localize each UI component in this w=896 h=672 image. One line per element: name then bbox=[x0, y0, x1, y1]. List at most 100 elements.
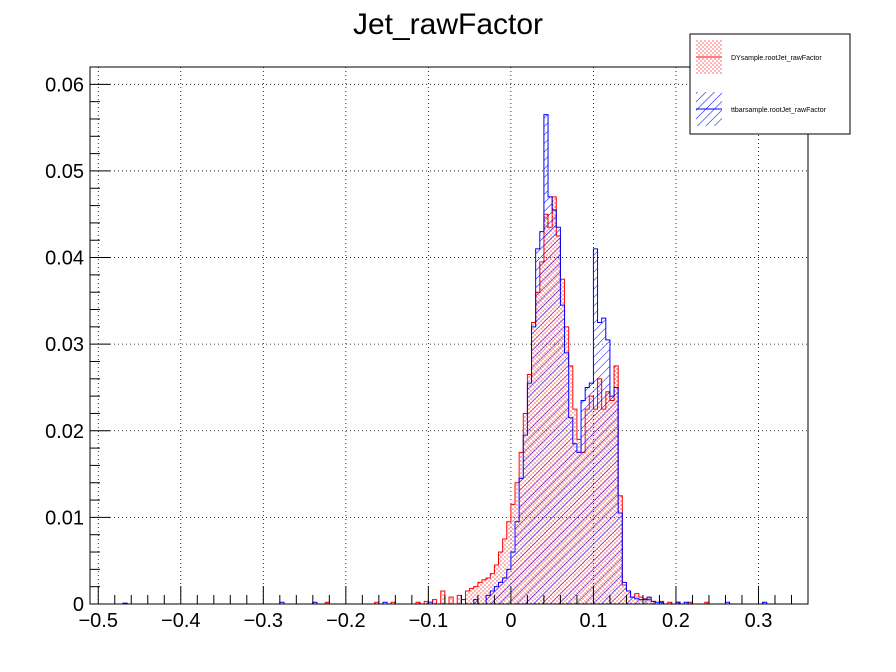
histogram-bin bbox=[494, 565, 499, 604]
grid-lines bbox=[90, 67, 808, 604]
y-tick-label: 0.02 bbox=[45, 421, 84, 443]
y-tick-label: 0.06 bbox=[45, 74, 84, 96]
y-tick-label: 0.03 bbox=[45, 334, 84, 356]
x-tick-label: −0.3 bbox=[244, 610, 283, 632]
histogram-bin bbox=[473, 586, 478, 604]
series-dy bbox=[90, 196, 808, 605]
x-tick-label: −0.5 bbox=[79, 610, 118, 632]
histogram-bin bbox=[486, 595, 491, 604]
legend-label-ttbar: ttbarsample.rootJet_rawFactor bbox=[731, 107, 827, 114]
histogram-bin bbox=[424, 601, 429, 604]
histogram-bin bbox=[659, 602, 664, 604]
histogram-bin bbox=[473, 599, 478, 604]
x-tick-label: 0.1 bbox=[580, 610, 608, 632]
histogram-bin bbox=[622, 582, 627, 604]
histogram-bin bbox=[325, 602, 330, 604]
y-tick-label: 0.04 bbox=[45, 248, 84, 270]
histogram-bin bbox=[539, 231, 544, 604]
histogram-bin bbox=[519, 478, 524, 604]
histogram-bin bbox=[535, 248, 540, 605]
histogram-bin bbox=[432, 599, 437, 604]
histogram-bin bbox=[762, 602, 767, 604]
histogram-bin bbox=[477, 582, 483, 604]
histogram-bin bbox=[461, 599, 466, 604]
histogram-bin bbox=[482, 579, 487, 604]
histogram-bin bbox=[428, 602, 433, 604]
histogram-bin bbox=[704, 602, 709, 604]
histogram-bin bbox=[630, 597, 635, 604]
histogram-bin bbox=[647, 597, 652, 604]
histogram-bin bbox=[585, 387, 590, 604]
histogram-bin bbox=[502, 578, 507, 604]
histogram-bin bbox=[440, 591, 445, 604]
x-tick-label: −0.1 bbox=[409, 610, 448, 632]
histogram-bin bbox=[576, 452, 582, 604]
x-tick-label: −0.2 bbox=[326, 610, 365, 632]
plot-frame bbox=[89, 66, 809, 605]
histogram-bin bbox=[638, 599, 643, 604]
histogram-bin bbox=[572, 443, 577, 604]
y-tick-label: 0.05 bbox=[45, 161, 84, 183]
y-tick-label: 0.01 bbox=[45, 507, 84, 529]
histogram-bin bbox=[498, 552, 503, 604]
histogram-bin bbox=[568, 417, 573, 604]
histogram-bin bbox=[506, 521, 511, 604]
legend-label-dy: DYsample.rootJet_rawFactor bbox=[731, 55, 822, 62]
histogram-bin bbox=[605, 339, 610, 604]
histogram-outline bbox=[324, 196, 710, 604]
histogram-bin bbox=[609, 396, 615, 604]
x-tick-label: 0.3 bbox=[745, 610, 773, 632]
histogram-bin bbox=[655, 602, 660, 604]
plot-border bbox=[89, 66, 809, 605]
histogram-bin bbox=[469, 588, 474, 604]
histogram-bin bbox=[510, 552, 516, 604]
series-layer bbox=[90, 114, 808, 605]
y-tick-label: 0 bbox=[73, 594, 84, 616]
histogram-bin bbox=[642, 599, 648, 604]
histogram-bin bbox=[506, 569, 511, 604]
histogram-bin bbox=[498, 582, 503, 604]
series-ttbar bbox=[90, 114, 808, 605]
histogram-bin bbox=[626, 591, 631, 604]
histogram-bin bbox=[556, 227, 561, 604]
histogram-bin bbox=[490, 573, 495, 604]
histogram-bin bbox=[560, 305, 565, 604]
histogram-bin bbox=[494, 586, 499, 604]
x-tick-label: 0 bbox=[505, 610, 516, 632]
histogram-bin bbox=[374, 602, 379, 604]
histogram-bin bbox=[684, 602, 689, 604]
histogram-bin bbox=[457, 595, 462, 604]
histogram-bin bbox=[527, 383, 532, 604]
histogram-bin bbox=[382, 602, 388, 604]
histogram-bin bbox=[601, 318, 606, 604]
histogram-bin bbox=[618, 513, 623, 604]
histogram-bin bbox=[593, 248, 598, 605]
chart-title: Jet_rawFactor bbox=[353, 8, 543, 41]
histogram-outline bbox=[122, 114, 768, 604]
histogram-bin bbox=[651, 601, 656, 604]
legend: DYsample.rootJet_rawFactor ttbarsample.r… bbox=[689, 33, 851, 135]
histogram-bin bbox=[486, 578, 491, 604]
histogram-bin bbox=[581, 400, 586, 604]
histogram-bin bbox=[279, 602, 284, 604]
histogram-bin bbox=[552, 209, 557, 604]
histogram-bin bbox=[548, 196, 553, 604]
x-tick-label: −0.4 bbox=[161, 610, 200, 632]
histogram-bin bbox=[515, 521, 520, 604]
histogram-bin bbox=[564, 352, 569, 604]
histogram-bin bbox=[415, 602, 421, 604]
histogram-bin bbox=[614, 387, 619, 604]
histogram-bin bbox=[675, 602, 681, 604]
histogram-bin bbox=[312, 602, 317, 604]
histogram-bin bbox=[597, 322, 602, 604]
axis-ticks: −0.5 −0.4 −0.3 −0.2 −0.1 0 0.1 0.2 0.3 0 0.01 0.02 0… bbox=[45, 66, 809, 632]
histogram-bin bbox=[725, 602, 730, 604]
histogram-bin bbox=[502, 539, 507, 604]
histogram-bin bbox=[667, 602, 672, 604]
histogram-bin bbox=[465, 591, 470, 604]
histogram-bin bbox=[391, 602, 396, 604]
histogram-bin bbox=[634, 598, 639, 604]
histogram-bin bbox=[543, 114, 549, 605]
histogram-bin bbox=[531, 326, 536, 604]
